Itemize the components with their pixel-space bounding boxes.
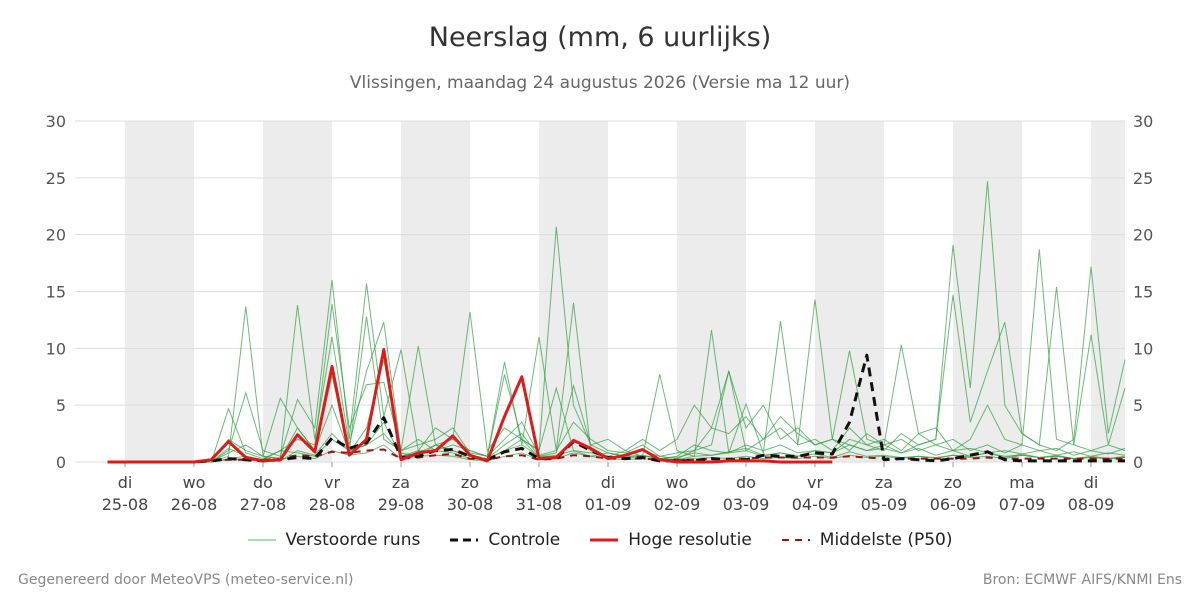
x-tick-day: di: [1084, 473, 1099, 492]
y-tick-label-left: 0: [56, 453, 66, 472]
ensemble-run-line: [107, 181, 1126, 463]
x-tick-date: 03-09: [723, 495, 770, 514]
x-tick-day: vr: [324, 473, 340, 492]
x-tick-day: za: [875, 473, 893, 492]
y-tick-label-right: 0: [1133, 453, 1143, 472]
x-tick-date: 31-08: [516, 495, 563, 514]
y-tick-label-left: 30: [46, 112, 66, 131]
x-tick-day: ma: [526, 473, 551, 492]
y-tick-label-right: 5: [1133, 396, 1143, 415]
x-tick-date: 06-09: [930, 495, 977, 514]
y-tick-label-left: 15: [46, 283, 66, 302]
x-tick-day: di: [601, 473, 616, 492]
legend-label-control: Controle: [488, 530, 561, 550]
legend-label-hires: Hoge resolutie: [628, 530, 752, 550]
x-tick-date: 27-08: [240, 495, 287, 514]
hires-line: [107, 348, 833, 464]
x-tick-date: 28-08: [309, 495, 356, 514]
x-tick-day: do: [253, 473, 273, 492]
x-tick-day: do: [736, 473, 756, 492]
legend-item-control: Controle: [450, 530, 560, 550]
y-axis-left: 0 5 10 15 20 25 30: [46, 112, 66, 472]
x-tick-day: ma: [1009, 473, 1034, 492]
x-tick-day: zo: [944, 473, 962, 492]
x-tick-date: 26-08: [171, 495, 218, 514]
chart-legend: Verstoorde runs Controle Hoge resolutie …: [0, 530, 1200, 550]
y-tick-label-left: 20: [46, 226, 66, 245]
y-tick-label-right: 30: [1133, 112, 1153, 131]
y-tick-label-right: 10: [1133, 339, 1153, 358]
legend-swatch-ensemble: [247, 539, 276, 541]
y-tick-label-right: 20: [1133, 226, 1153, 245]
grid-lines: [75, 120, 1125, 463]
chart-subtitle: Vlissingen, maandag 24 augustus 2026 (Ve…: [349, 73, 851, 93]
y-axis-right: 0 5 10 15 20 25 30: [1133, 112, 1153, 472]
x-tick-date: 08-09: [1068, 495, 1115, 514]
x-tick-date: 29-08: [378, 495, 425, 514]
x-tick-day: wo: [666, 473, 689, 492]
x-tick-date: 01-09: [585, 495, 632, 514]
legend-swatch-hires: [590, 538, 619, 542]
legend-swatch-control: [450, 538, 479, 542]
x-tick-date: 05-09: [861, 495, 908, 514]
x-tick-date: 30-08: [447, 495, 494, 514]
x-tick-day: wo: [183, 473, 206, 492]
x-tick-date: 07-09: [999, 495, 1046, 514]
x-tick-day: vr: [807, 473, 823, 492]
chart-title: Neerslag (mm, 6 uurlijks): [428, 22, 772, 53]
legend-item-median: Middelste (P50): [781, 530, 953, 550]
y-tick-label-right: 25: [1133, 169, 1153, 188]
x-tick-date: 02-09: [654, 495, 701, 514]
x-tick-date: 25-08: [102, 495, 149, 514]
footer-generated-by: Gegenereerd door MeteoVPS (meteo-service…: [18, 572, 354, 588]
ensemble-run-line: [107, 226, 1126, 463]
y-tick-label-left: 10: [46, 339, 66, 358]
x-tick-date: 04-09: [792, 495, 839, 514]
main-series: [107, 348, 1125, 464]
x-axis: di 25-08 wo 26-08 do 27-08 vr 28-08 za 29-08 zo 30-…: [102, 462, 1115, 514]
legend-item-ensemble: Verstoorde runs: [247, 530, 421, 550]
y-tick-label-left: 25: [46, 169, 66, 188]
y-tick-label-right: 15: [1133, 283, 1153, 302]
footer-source: Bron: ECMWF AIFS/KNMI Ens: [982, 572, 1182, 588]
x-tick-day: zo: [461, 473, 479, 492]
legend-label-ensemble: Verstoorde runs: [285, 530, 421, 550]
x-tick-day: za: [392, 473, 410, 492]
legend-swatch-median: [781, 539, 810, 541]
legend-item-hires: Hoge resolutie: [590, 530, 752, 550]
y-tick-label-left: 5: [56, 396, 66, 415]
legend-label-median: Middelste (P50): [819, 530, 953, 550]
x-tick-day: di: [118, 473, 133, 492]
